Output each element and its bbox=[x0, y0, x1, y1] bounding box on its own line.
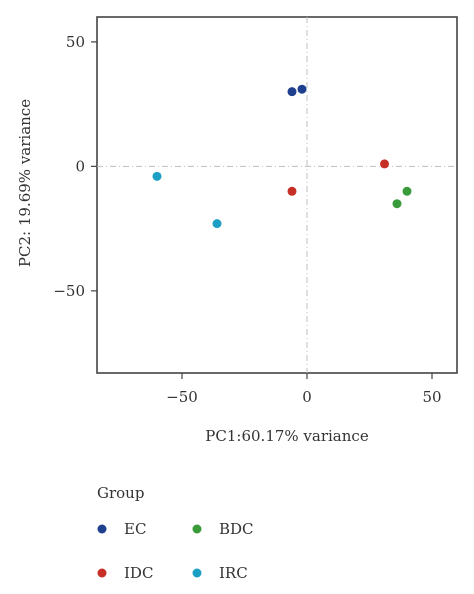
data-point-irc bbox=[152, 171, 162, 181]
x-tick-label: 0 bbox=[302, 388, 312, 406]
legend-label-idc: IDC bbox=[124, 564, 153, 582]
data-point-idc bbox=[287, 186, 297, 196]
legend: Group EC BDC IDC IRC bbox=[97, 484, 254, 582]
data-point-irc bbox=[212, 219, 222, 229]
legend-label-bdc: BDC bbox=[219, 520, 254, 538]
x-axis-label: PC1:60.17% variance bbox=[205, 427, 369, 445]
legend-title: Group bbox=[97, 484, 144, 502]
data-points bbox=[152, 84, 412, 229]
legend-marker-bdc bbox=[192, 524, 202, 534]
data-point-bdc bbox=[392, 199, 402, 209]
legend-label-ec: EC bbox=[124, 520, 146, 538]
data-point-idc bbox=[380, 159, 389, 169]
legend-label-irc: IRC bbox=[219, 564, 248, 582]
reference-lines bbox=[97, 17, 457, 373]
y-tick-label: −50 bbox=[53, 282, 85, 300]
y-axis-ticks: 50 0 −50 bbox=[53, 33, 97, 300]
data-point-ec bbox=[287, 87, 297, 97]
legend-marker-ec bbox=[97, 524, 107, 534]
x-tick-label: 50 bbox=[422, 388, 441, 406]
x-axis-ticks: −50 0 50 bbox=[166, 373, 442, 406]
data-point-ec bbox=[297, 84, 307, 94]
data-point-bdc bbox=[402, 186, 412, 196]
y-axis-label: PC2: 19.69% variance bbox=[16, 99, 34, 267]
y-tick-label: 50 bbox=[66, 33, 85, 51]
y-tick-label: 0 bbox=[75, 157, 85, 175]
plot-area bbox=[96, 16, 458, 374]
x-tick-label: −50 bbox=[166, 388, 198, 406]
plot-frame bbox=[96, 16, 458, 374]
legend-marker-idc bbox=[97, 568, 107, 578]
legend-marker-irc bbox=[192, 568, 202, 578]
